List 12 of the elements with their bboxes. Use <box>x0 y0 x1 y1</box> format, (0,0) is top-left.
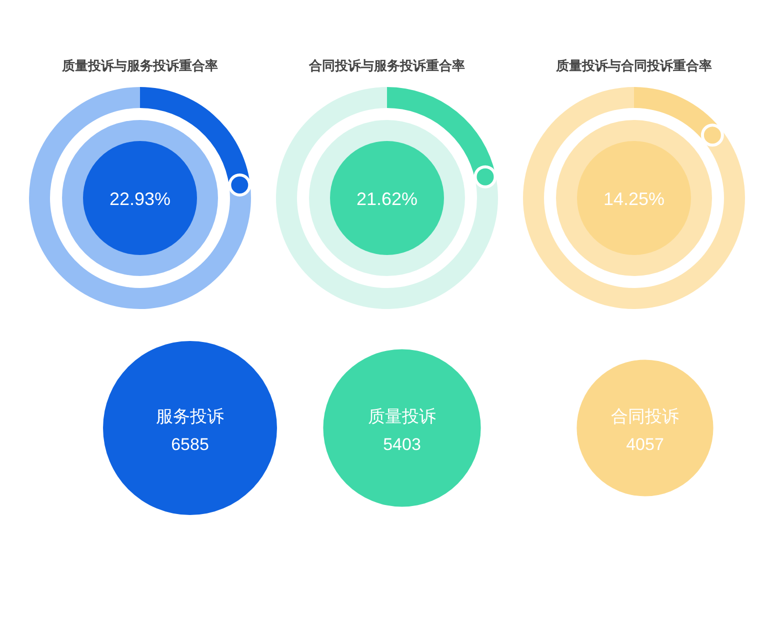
category-label: 质量投诉 <box>368 407 436 426</box>
chart-title: 质量投诉与服务投诉重合率 <box>61 58 218 73</box>
text: 21.62% <box>356 189 418 209</box>
text: 22.93% <box>109 189 171 209</box>
category-label: 服务投诉 <box>156 407 224 426</box>
chart-title: 合同投诉与服务投诉重合率 <box>308 58 465 73</box>
category-label: 合同投诉 <box>611 407 679 426</box>
data-label: 5403 <box>383 435 421 454</box>
data-label: 6585 <box>171 435 209 454</box>
text: 14.25% <box>603 189 665 209</box>
chart-title: 质量投诉与合同投诉重合率 <box>555 58 712 73</box>
data-label: 4057 <box>626 435 664 454</box>
